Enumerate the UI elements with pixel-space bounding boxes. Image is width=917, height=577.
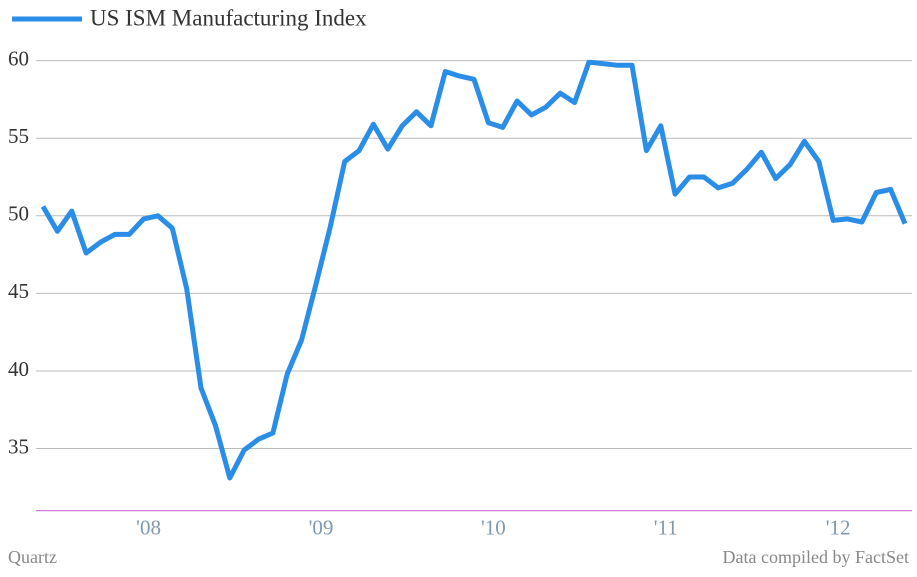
y-tick-label: 45 (8, 279, 29, 303)
legend-label: US ISM Manufacturing Index (90, 5, 367, 30)
x-tick-label: '10 (481, 515, 506, 539)
x-tick-label: '11 (654, 515, 678, 539)
y-tick-label: 35 (8, 434, 29, 458)
x-tick-label: '08 (136, 515, 161, 539)
y-tick-label: 40 (8, 357, 29, 381)
y-tick-label: 50 (8, 202, 29, 226)
x-tick-label: '12 (826, 515, 851, 539)
source: Data compiled by FactSet (723, 547, 909, 567)
data-line (40, 59, 908, 481)
y-tick-label: 55 (8, 124, 29, 148)
x-tick-label: '09 (309, 515, 334, 539)
credit: Quartz (8, 547, 57, 567)
y-tick-label: 60 (8, 46, 29, 70)
